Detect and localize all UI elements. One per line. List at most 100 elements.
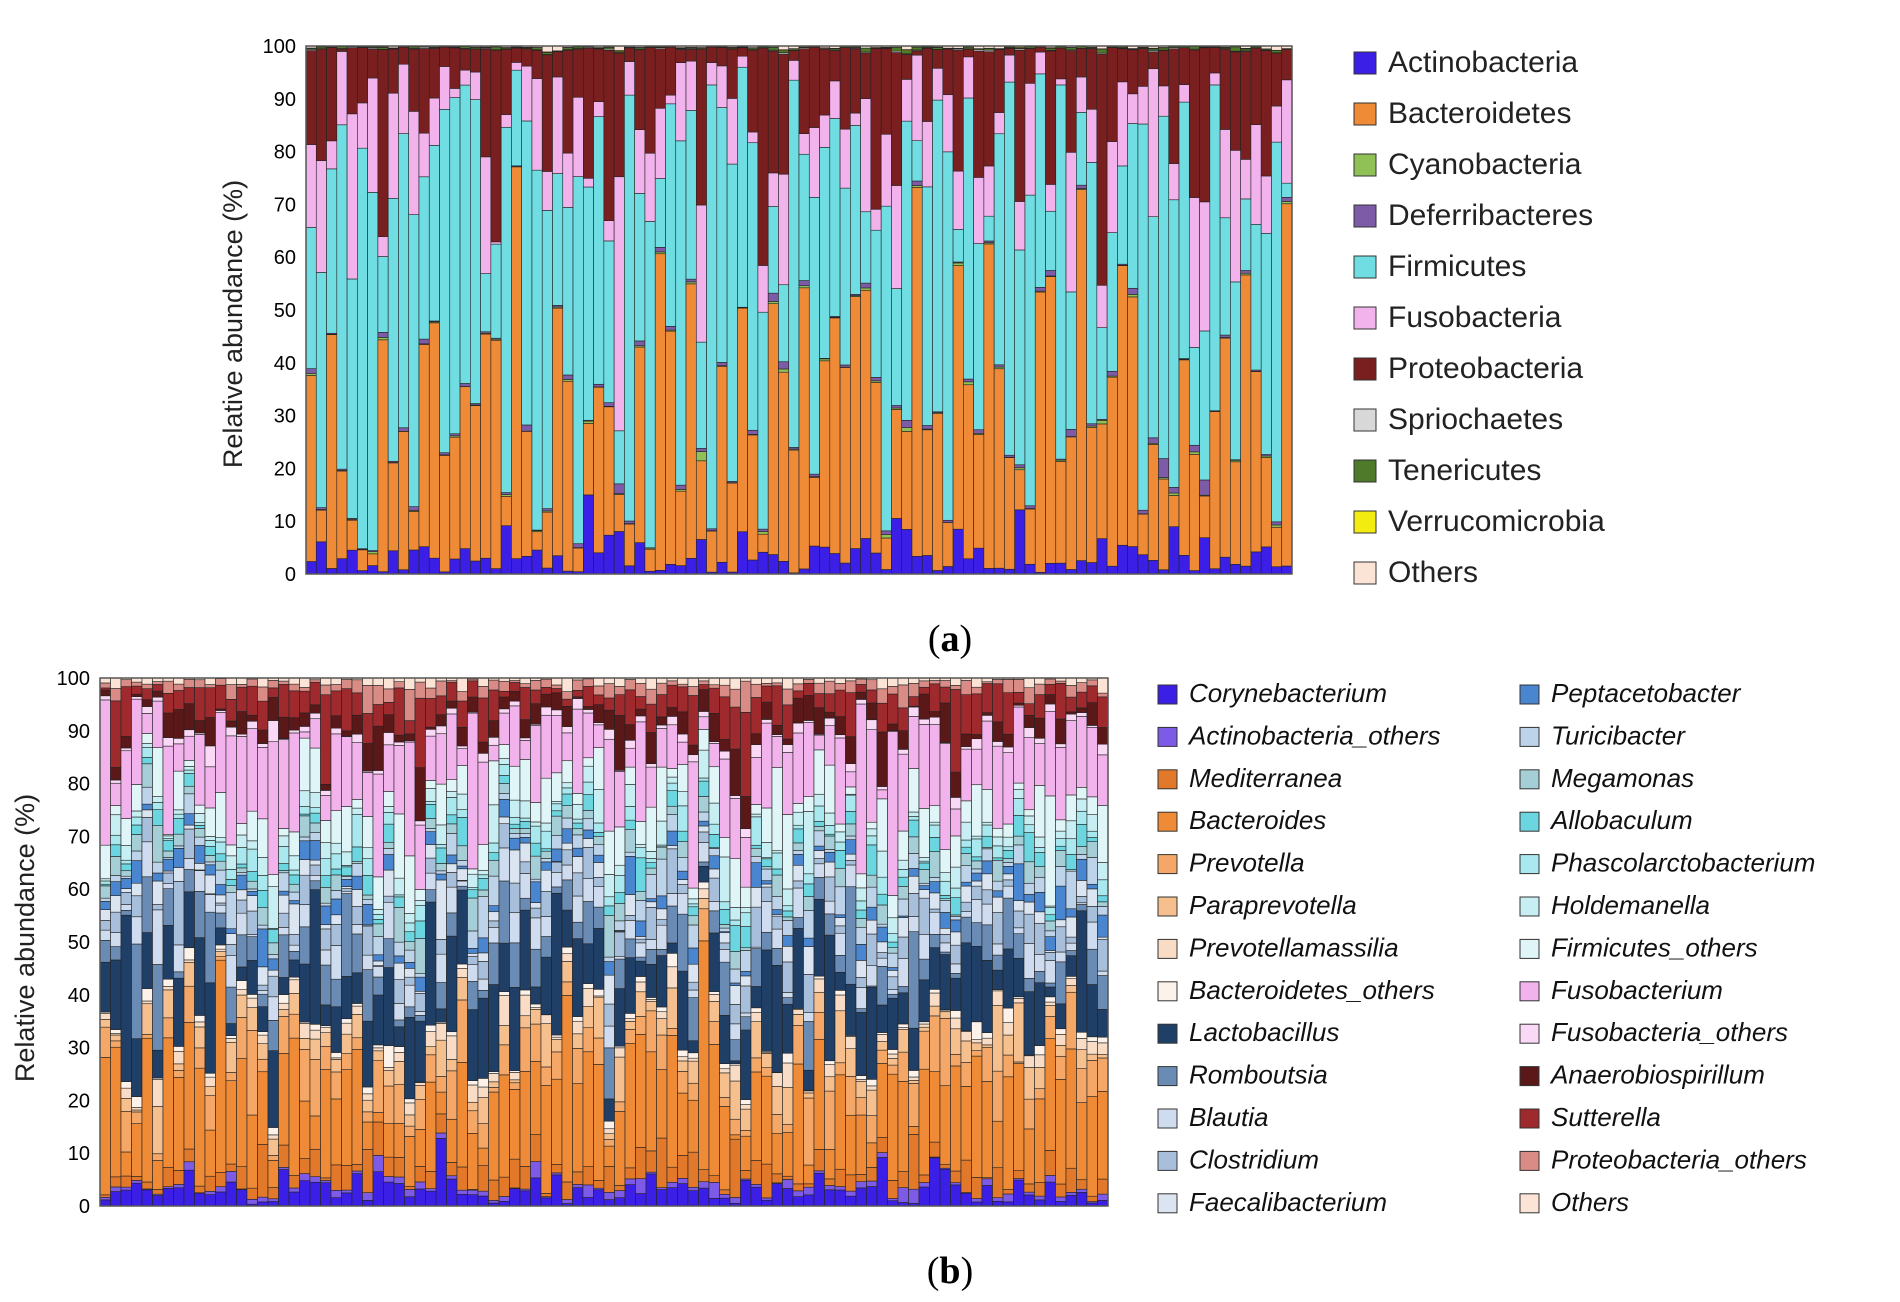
bar-segment-peptacetobacter — [740, 971, 752, 977]
bar-segment-allobaculum — [740, 926, 752, 949]
bar-segment-firmicutes — [1137, 123, 1149, 511]
bar-segment-prevotella — [488, 1087, 500, 1093]
bar-segment-fusobacterium — [750, 757, 762, 805]
bar-segment-sutterella — [267, 687, 279, 698]
bar-segment-romboutsia — [257, 993, 269, 1007]
bar-segment-actinobacteria — [1014, 509, 1026, 575]
bar-segment-prevotella — [425, 1054, 437, 1083]
panel-b-sample-bar — [372, 677, 384, 1207]
bar-segment-megamonas — [624, 828, 636, 853]
bar-segment-anaerobiospirillum — [194, 720, 206, 734]
bar-segment-lactobacillus — [750, 986, 762, 1009]
bar-segment-megamonas — [551, 815, 563, 836]
bar-segment-prevotellamassilia — [383, 1067, 395, 1071]
bar-segment-cyanobacteria — [767, 301, 779, 304]
bar-segment-firmicutes-others — [708, 766, 720, 804]
bar-segment-mediterranea — [257, 1144, 269, 1198]
bar-segment-actinobacteria — [1024, 563, 1036, 575]
bar-segment-firmicutes-others — [1013, 782, 1025, 790]
bar-segment-prevotella — [1076, 1068, 1088, 1103]
bar-segment-romboutsia — [845, 886, 857, 985]
bar-segment-clostridium — [477, 961, 489, 980]
bar-segment-phascolarctobacterium — [1002, 846, 1014, 851]
bar-segment-prevotella — [383, 1085, 395, 1124]
bar-segment-bacteroides — [530, 1061, 542, 1135]
bar-segment-fusobacteria — [1127, 93, 1139, 124]
bar-segment-others — [813, 677, 825, 684]
bar-segment-paraprevotella — [278, 1009, 290, 1017]
bar-segment-bacteroides — [372, 1112, 384, 1123]
bar-segment-fusobacteria — [973, 177, 985, 244]
bar-segment-firmicutes — [932, 99, 944, 413]
panel-a-sample-bar — [398, 45, 410, 575]
bar-segment-anaerobiospirillum — [131, 693, 143, 697]
bar-segment-holdemanella — [624, 784, 636, 807]
bar-segment-actinobacteria — [315, 541, 327, 575]
bar-segment-anaerobiospirillum — [729, 748, 741, 796]
bar-segment-bacteroidetes-others — [897, 1023, 909, 1028]
bar-segment-phascolarctobacterium — [971, 838, 983, 858]
bar-segment-cyanobacteria — [860, 287, 872, 291]
bar-segment-paraprevotella — [1086, 1053, 1098, 1061]
bar-segment-bacteroides — [204, 1129, 216, 1177]
bar-segment-proteobacteria — [983, 51, 995, 167]
bar-segment-clostridium — [803, 974, 815, 1013]
bar-segment-turicibacter — [782, 920, 794, 936]
bar-segment-firmicutes-others — [792, 803, 804, 813]
bar-segment-others — [645, 677, 657, 690]
bar-segment-megamonas — [1013, 835, 1025, 846]
bar-segment-phascolarctobacterium — [393, 894, 405, 898]
bar-segment-clostridium — [383, 895, 395, 903]
bar-segment-deferribacteres — [860, 282, 872, 289]
bar-segment-turicibacter — [971, 868, 983, 874]
bar-segment-fusobacterium — [813, 734, 825, 751]
bar-segment-phascolarctobacterium — [99, 880, 111, 885]
bar-segment-megamonas — [446, 823, 458, 834]
bar-segment-bacteroidetes — [562, 380, 574, 572]
bar-segment-fusobacteria — [850, 112, 861, 126]
bar-segment-others — [236, 677, 248, 685]
bar-segment-blautia — [845, 864, 857, 888]
bar-segment-clostridium — [750, 906, 762, 948]
bar-segment-holdemanella — [876, 850, 888, 878]
bar-segment-prevotellamassilia — [561, 953, 573, 962]
bar-segment-firmicutes — [449, 97, 461, 435]
bar-segment-fusobacterium — [887, 731, 899, 896]
bar-segment-paraprevotella — [603, 1133, 615, 1140]
legend-swatch — [1157, 684, 1178, 705]
bar-segment-bacteroidetes-others — [719, 1063, 731, 1070]
panel-a-sample-bar — [706, 45, 718, 575]
bar-segment-proteobacteria-others — [309, 679, 321, 683]
bar-segment-proteobacteria — [315, 48, 327, 162]
bar-segment-fusobacteria-others — [834, 734, 846, 739]
bar-segment-deferribacteres — [891, 405, 903, 409]
bar-segment-phascolarctobacterium — [519, 817, 531, 822]
bar-segment-firmicutes — [983, 215, 995, 242]
bar-segment-phascolarctobacterium — [435, 844, 447, 849]
bar-segment-paraprevotella — [813, 991, 825, 1013]
bar-segment-firmicutes-others — [393, 813, 405, 879]
panel-b-sample-bar — [236, 677, 248, 1207]
bar-segment-romboutsia — [267, 1020, 279, 1051]
bar-segment-sutterella — [1034, 694, 1046, 719]
bar-segment-clostridium — [530, 907, 542, 919]
bar-segment-firmicutes-others — [897, 830, 909, 861]
bar-segment-megamonas — [666, 805, 678, 815]
bar-segment-bacteroidetes — [583, 423, 594, 496]
bar-segment-mediterranea — [246, 1187, 258, 1200]
bar-segment-proteobacteria-others — [992, 679, 1004, 685]
bar-segment-sutterella — [257, 700, 269, 731]
bar-segment-faecalibacterium — [131, 882, 143, 897]
bar-segment-sutterella — [225, 699, 237, 722]
bar-segment-actinobacteria-others — [677, 1178, 689, 1184]
legend-swatch — [1157, 896, 1178, 917]
bar-segment-bacteroides — [1023, 1128, 1035, 1185]
legend-item-prevotella: Prevotella — [1157, 848, 1305, 878]
legend-swatch — [1353, 459, 1377, 483]
bar-segment-fusobacterium — [1044, 711, 1056, 797]
bar-segment-lactobacillus — [761, 949, 773, 1052]
bar-segment-mediterranea — [677, 1155, 689, 1179]
bar-segment-firmicutes-others — [110, 805, 122, 816]
panel-a-sample-bar — [726, 45, 738, 575]
bar-segment-actinobacteria-others — [876, 1152, 888, 1158]
